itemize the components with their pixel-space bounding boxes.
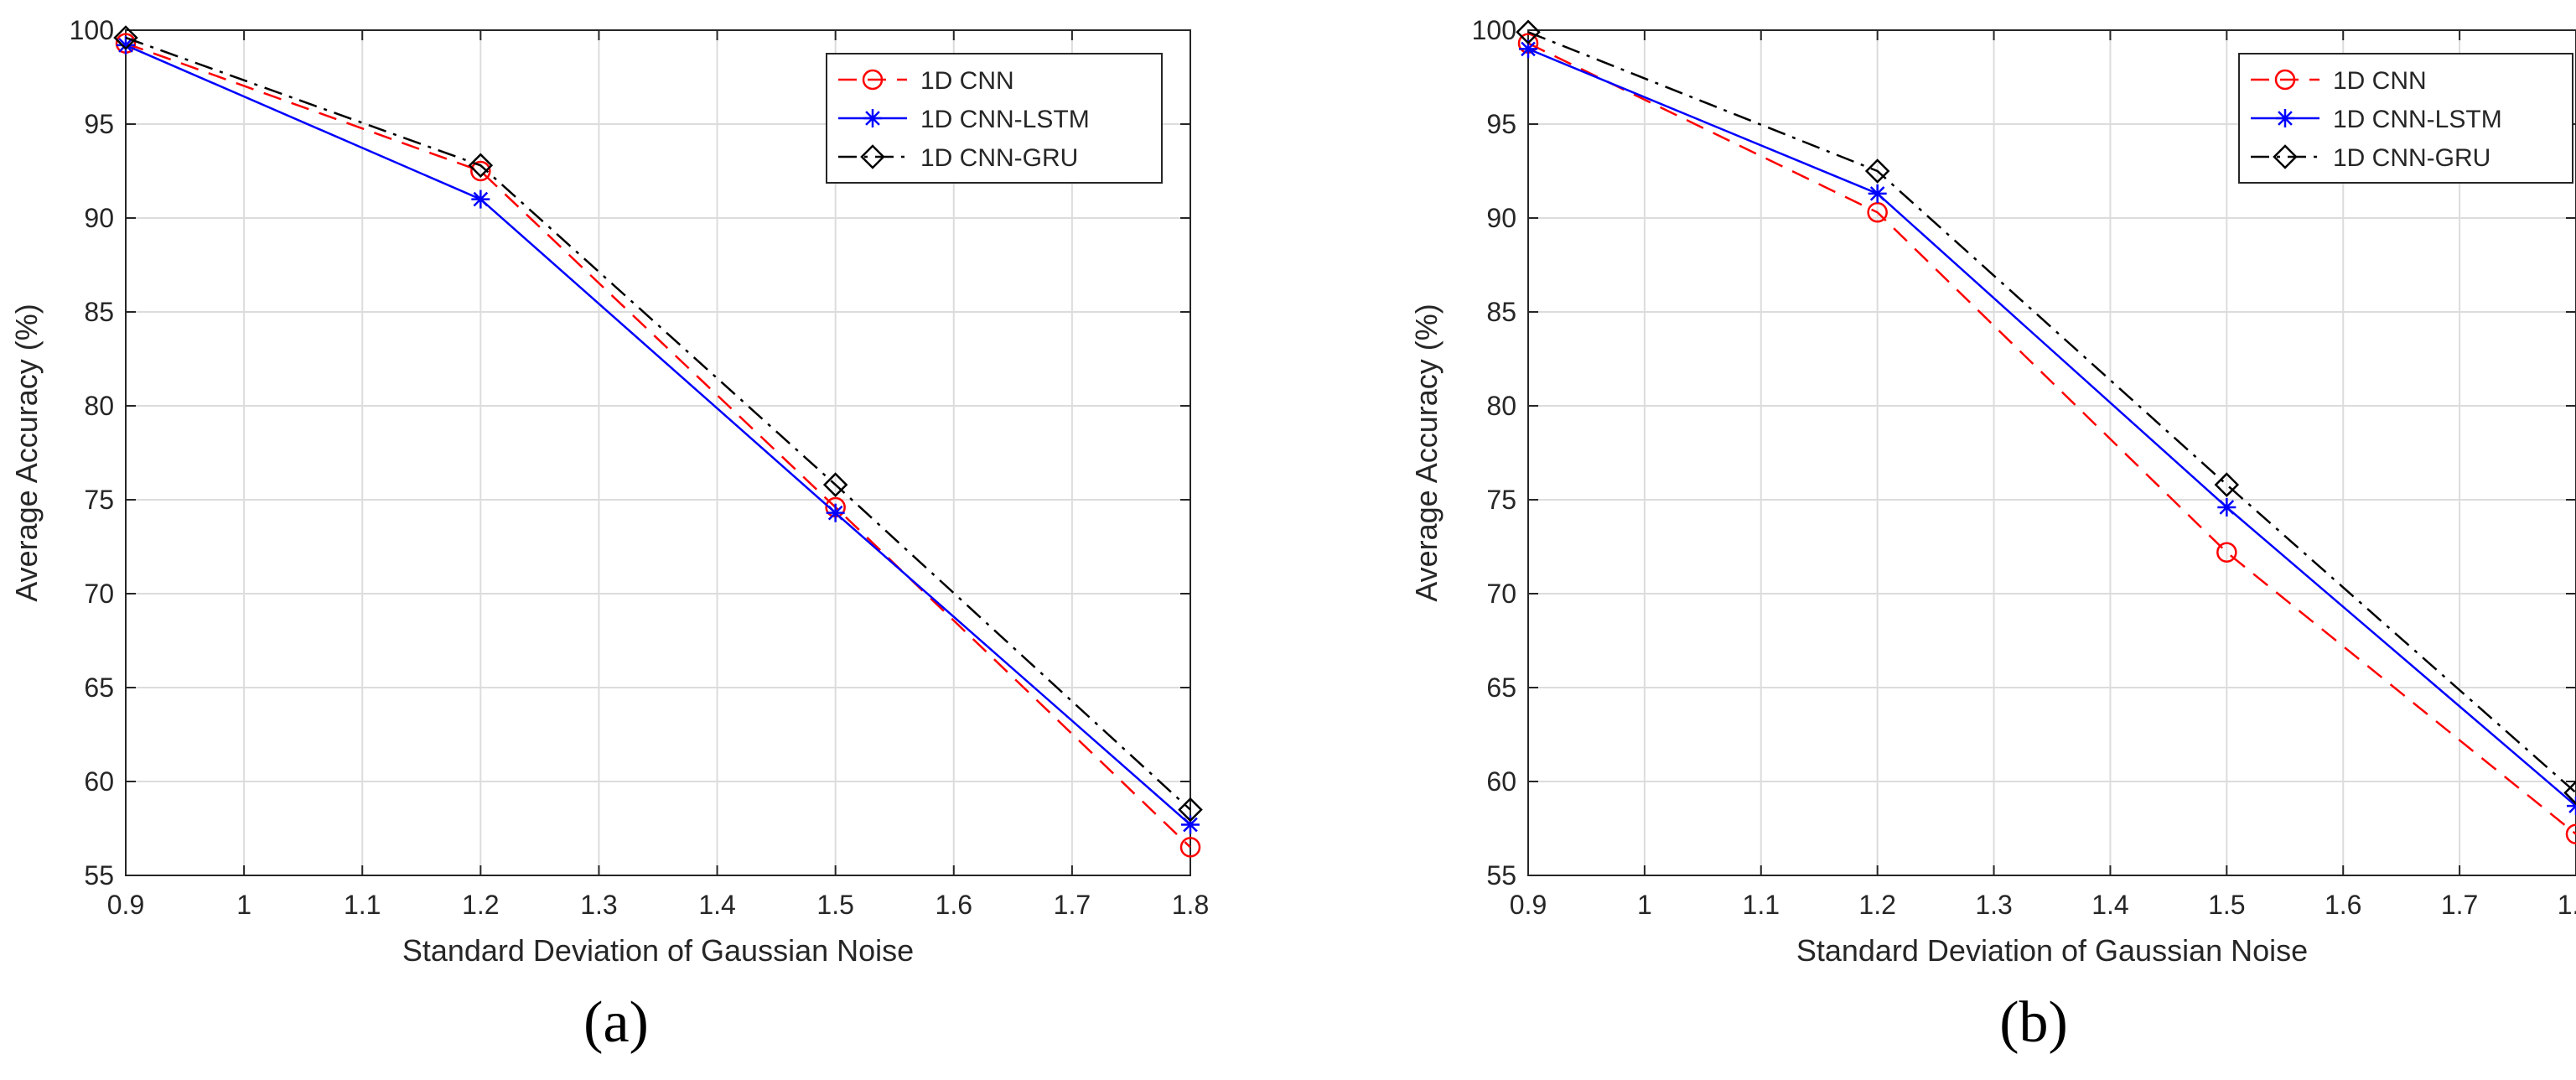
chart-b-x-axis-label: Standard Deviation of Gaussian Noise: [1796, 933, 2308, 968]
chart-a-y-tick-label: 95: [84, 109, 114, 139]
chart-b-caption: (b): [1999, 990, 2068, 1055]
chart-b-axes-box: [1527, 29, 2576, 876]
chart-a-y-tick-label: 90: [84, 203, 114, 233]
chart-b-y-tick-label: 55: [1486, 860, 1516, 890]
chart-a-x-tick-label: 1.3: [580, 890, 617, 920]
chart-a-series-1d-cnn-gru-point: [822, 472, 848, 497]
chart-b-series-1d-cnn-point: [2565, 823, 2576, 844]
chart-b-series-1d-cnn-gru-line: [1527, 31, 2576, 794]
chart-a-series-1d-cnn-lstm-point: [826, 503, 845, 522]
chart-a-series-1d-cnn-line: [125, 42, 1191, 849]
chart-a: 0.9 1 1.1 1.2 1.3 1.4 1.5 1.6 1.7 1.8 55 60 65 70 75 80…: [9, 15, 1209, 968]
chart-a-y-tick-label: 70: [84, 579, 114, 609]
chart-a-x-tick-label: 1.5: [816, 890, 853, 920]
chart-b-x-tick-label: 1: [1637, 890, 1652, 920]
chart-a-legend-entry-1d-cnn-lstm-marker: [863, 109, 882, 127]
chart-b-series-1d-cnn-point: [1867, 202, 1888, 223]
chart-a-legend-entry-1d-cnn-marker: [862, 69, 884, 91]
chart-b-x-tick-label: 1.6: [2325, 890, 2361, 920]
chart-a-legend-entry-1d-cnn-label: 1D CNN: [920, 67, 1014, 95]
chart-b-series-1d-cnn-gru-point: [2563, 780, 2576, 806]
chart-b-x-tick-label: 1.2: [1858, 890, 1895, 920]
chart-a-series-1d-cnn-point: [1179, 837, 1201, 858]
chart-a-x-tick-label: 1.6: [936, 890, 972, 920]
chart-b-series-1d-cnn-line: [1527, 42, 2576, 835]
chart-b-series-1d-cnn-lstm-point: [2217, 497, 2237, 517]
chart-a-series-1d-cnn-lstm-point: [117, 35, 135, 55]
chart-a-y-tick-label: 80: [84, 391, 114, 421]
chart-b-series-1d-cnn-point: [2216, 542, 2237, 563]
chart-b-y-tick-label: 100: [1472, 15, 1516, 45]
chart-b-y-tick-label: 75: [1486, 485, 1516, 515]
chart-a-y-tick-label: 55: [84, 860, 114, 890]
chart-a-series-1d-cnn-lstm-point: [1181, 815, 1200, 834]
chart-a-y-tick-label: 65: [84, 672, 114, 703]
chart-b-x-tick-label: 1.5: [2208, 890, 2245, 920]
chart-b-series-1d-cnn-lstm-line: [1527, 48, 2576, 807]
chart-b-series-1d-cnn-lstm-point: [1868, 184, 1887, 203]
chart-b-y-tick-label: 65: [1486, 672, 1516, 703]
chart-b-x-tick-label: 1.8: [2558, 890, 2576, 920]
chart-b-series-1d-cnn-gru-point: [1516, 19, 1541, 45]
chart-a-series-1d-cnn-gru-point: [113, 25, 138, 50]
chart-b-y-axis-label: Average Accuracy (%): [1409, 304, 1443, 601]
chart-a-x-tick-label: 1.8: [1172, 890, 1209, 920]
chart-a-series-1d-cnn-gru-point: [468, 153, 494, 179]
chart-b-y-tick-label: 95: [1486, 109, 1516, 139]
chart-a-axes-box: [125, 29, 1191, 876]
chart-a-y-tick-label: 60: [84, 766, 114, 797]
chart-a-series-1d-cnn-point: [470, 160, 491, 182]
chart-a-series-1d-cnn-lstm-line: [125, 44, 1191, 826]
chart-a-x-tick-label: 1: [236, 890, 251, 920]
chart-b-legend-entry-1d-cnn-gru-label: 1D CNN-GRU: [2333, 144, 2490, 172]
chart-b: 0.9 1 1.1 1.2 1.3 1.4 1.5 1.6 1.7 1.8 55 60 65 70 75 80…: [1409, 15, 2576, 968]
chart-b-legend-entry-1d-cnn-lstm-marker: [2276, 109, 2294, 127]
chart-a-x-tick-label: 0.9: [107, 890, 144, 920]
chart-a-y-tick-label: 100: [70, 15, 114, 45]
chart-a-x-tick-label: 1.1: [344, 890, 381, 920]
chart-b-x-tick-label: 1.4: [2091, 890, 2128, 920]
chart-b-x-tick-label: 0.9: [1510, 890, 1547, 920]
chart-a-y-tick-label: 85: [84, 297, 114, 327]
chart-b-legend-entry-1d-cnn-gru-marker: [2273, 144, 2298, 169]
chart-b-y-tick-label: 85: [1486, 297, 1516, 327]
chart-a-series-1d-cnn-gru-point: [1178, 797, 1203, 823]
chart-a-x-tick-label: 1.7: [1054, 890, 1091, 920]
chart-a-x-axis-label: Standard Deviation of Gaussian Noise: [402, 933, 914, 968]
chart-panel-b: 0.9 1 1.1 1.2 1.3 1.4 1.5 1.6 1.7 1.8 55 60 65 70 75 80…: [1288, 0, 2576, 1076]
chart-a-series-1d-cnn-gru-line: [125, 36, 1191, 811]
chart-b-x-tick-label: 1.7: [2441, 890, 2478, 920]
chart-b-x-tick-label: 1.3: [1975, 890, 2012, 920]
chart-b-legend-entry-1d-cnn-marker: [2274, 69, 2296, 91]
chart-a-y-axis-label: Average Accuracy (%): [9, 304, 44, 601]
chart-b-y-tick-label: 60: [1486, 766, 1516, 797]
chart-a-legend-entry-1d-cnn-gru-label: 1D CNN-GRU: [920, 144, 1078, 172]
chart-b-y-tick-label: 70: [1486, 579, 1516, 609]
chart-b-series-1d-cnn-lstm-point: [2567, 797, 2576, 816]
chart-a-y-tick-label: 75: [84, 485, 114, 515]
chart-a-legend-entry-1d-cnn-lstm-label: 1D CNN-LSTM: [920, 106, 1090, 133]
chart-b-series-1d-cnn-gru-point: [2214, 472, 2240, 497]
chart-a-legend-entry-1d-cnn-gru-marker: [860, 144, 885, 169]
chart-a-caption: (a): [583, 990, 649, 1055]
chart-panel-a: 0.9 1 1.1 1.2 1.3 1.4 1.5 1.6 1.7 1.8 55 60 65 70 75 80…: [0, 0, 1288, 1076]
chart-b-y-tick-label: 80: [1486, 391, 1516, 421]
chart-a-x-tick-label: 1.2: [462, 890, 499, 920]
chart-b-series-1d-cnn-gru-point: [1864, 158, 1890, 184]
chart-a-series-1d-cnn-lstm-point: [471, 190, 490, 209]
chart-b-x-tick-label: 1.1: [1743, 890, 1780, 920]
chart-a-x-tick-label: 1.4: [698, 890, 735, 920]
chart-b-legend-entry-1d-cnn-label: 1D CNN: [2333, 67, 2427, 95]
chart-b-y-tick-label: 90: [1486, 203, 1516, 233]
chart-b-legend-entry-1d-cnn-lstm-label: 1D CNN-LSTM: [2333, 106, 2502, 133]
